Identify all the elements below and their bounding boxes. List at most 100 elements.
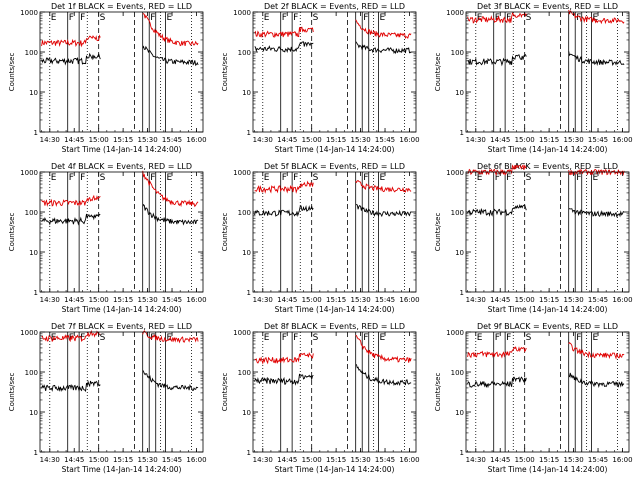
- x-axis-label: Start Time (14-Jan-14 14:24:00): [488, 305, 608, 314]
- y-axis-label: Counts/sec: [221, 373, 229, 412]
- marker-label: E: [51, 173, 57, 183]
- x-tick-label: 14:45: [277, 456, 297, 464]
- x-tick-label: 15:30: [137, 296, 157, 304]
- x-tick-label: 15:30: [563, 296, 583, 304]
- x-tick-label: 15:00: [302, 296, 322, 304]
- y-tick-label: 1000: [20, 9, 38, 17]
- y-axis-label: Counts/sec: [221, 53, 229, 92]
- panel-title: Det 9f BLACK = Events, RED = LLD: [477, 322, 618, 331]
- marker-label: F: [576, 333, 581, 343]
- lld-series-line: [254, 334, 412, 365]
- y-tick-label: 1: [34, 129, 38, 137]
- x-tick-label: 15:15: [539, 296, 559, 304]
- x-tick-label: 16:00: [612, 296, 632, 304]
- marker-label: F: [282, 173, 287, 183]
- x-tick-label: 14:30: [40, 456, 60, 464]
- panel-title: Det 5f BLACK = Events, RED = LLD: [264, 162, 405, 171]
- x-tick-label: 15:45: [375, 136, 395, 144]
- y-tick-label: 100: [238, 209, 251, 217]
- lld-series-line: [467, 9, 625, 25]
- marker-label: E: [167, 13, 173, 23]
- events-series-line: [467, 372, 625, 389]
- marker-label: S: [526, 333, 532, 343]
- marker-label: S: [100, 333, 106, 343]
- x-tick-label: 15:30: [563, 456, 583, 464]
- plot-frame: [252, 171, 417, 293]
- y-tick-label: 1000: [446, 169, 464, 177]
- x-tick-label: 15:45: [588, 296, 608, 304]
- marker-label: E: [593, 333, 599, 343]
- y-axis-label: Counts/sec: [221, 213, 229, 252]
- marker-label: F: [495, 173, 500, 183]
- x-tick-label: 14:45: [490, 296, 510, 304]
- x-tick-label: 14:30: [466, 296, 486, 304]
- x-tick-label: 15:00: [515, 136, 535, 144]
- lld-series-line: [254, 19, 412, 40]
- x-tick-label: 15:00: [89, 456, 109, 464]
- y-tick-label: 1: [247, 289, 251, 297]
- y-tick-label: 1: [34, 289, 38, 297]
- marker-label: F: [495, 333, 500, 343]
- y-tick-label: 1: [247, 449, 251, 457]
- marker-label: F: [282, 13, 287, 23]
- marker-label: E: [593, 173, 599, 183]
- x-axis-label: Start Time (14-Jan-14 14:24:00): [275, 305, 395, 314]
- y-tick-label: 1000: [233, 169, 251, 177]
- y-tick-label: 1: [247, 129, 251, 137]
- x-axis-label: Start Time (14-Jan-14 14:24:00): [62, 145, 182, 154]
- marker-label: F: [69, 173, 74, 183]
- y-axis-label: Counts/sec: [8, 53, 16, 92]
- events-series-line: [467, 51, 625, 67]
- y-tick-label: 1000: [20, 169, 38, 177]
- x-tick-label: 14:45: [277, 136, 297, 144]
- x-tick-label: 14:45: [64, 296, 84, 304]
- marker-label: F: [506, 333, 511, 343]
- x-tick-label: 16:00: [399, 136, 419, 144]
- x-tick-label: 14:30: [40, 296, 60, 304]
- marker-label: E: [477, 333, 483, 343]
- x-axis-label: Start Time (14-Jan-14 14:24:00): [62, 305, 182, 314]
- x-axis-label: Start Time (14-Jan-14 14:24:00): [488, 145, 608, 154]
- y-axis-label: Counts/sec: [434, 373, 442, 412]
- x-tick-label: 15:00: [515, 456, 535, 464]
- x-axis-label: Start Time (14-Jan-14 14:24:00): [62, 465, 182, 474]
- marker-label: S: [313, 13, 319, 23]
- x-axis-label: Start Time (14-Jan-14 14:24:00): [275, 465, 395, 474]
- panel-title: Det 2f BLACK = Events, RED = LLD: [264, 2, 405, 11]
- x-tick-label: 14:45: [490, 456, 510, 464]
- events-series-line: [41, 370, 199, 393]
- marker-label: S: [526, 13, 532, 23]
- y-axis-label: Counts/sec: [8, 373, 16, 412]
- lld-series-line: [41, 13, 199, 48]
- x-tick-label: 15:15: [326, 296, 346, 304]
- events-series-line: [41, 45, 199, 67]
- events-series-line: [254, 364, 412, 386]
- x-tick-label: 16:00: [186, 296, 206, 304]
- lld-series-line: [254, 179, 412, 194]
- plot-frame: [252, 11, 417, 133]
- x-tick-label: 15:45: [588, 456, 608, 464]
- y-tick-label: 1: [460, 289, 464, 297]
- panel-title: Det 7f BLACK = Events, RED = LLD: [51, 322, 192, 331]
- marker-label: E: [167, 173, 173, 183]
- lld-series-line: [467, 342, 625, 360]
- marker-label: S: [100, 13, 106, 23]
- x-tick-label: 15:30: [563, 136, 583, 144]
- x-tick-label: 14:30: [40, 136, 60, 144]
- panel-title: Det 1f BLACK = Events, RED = LLD: [51, 2, 192, 11]
- y-tick-label: 100: [238, 49, 251, 57]
- x-axis-label: Start Time (14-Jan-14 14:24:00): [488, 465, 608, 474]
- x-tick-label: 16:00: [186, 456, 206, 464]
- marker-label: F: [150, 333, 155, 343]
- x-tick-label: 15:15: [113, 296, 133, 304]
- y-tick-label: 100: [238, 369, 251, 377]
- x-tick-label: 15:00: [515, 296, 535, 304]
- y-tick-label: 10: [29, 89, 38, 97]
- x-tick-label: 14:30: [253, 456, 273, 464]
- lld-series-line: [41, 170, 199, 208]
